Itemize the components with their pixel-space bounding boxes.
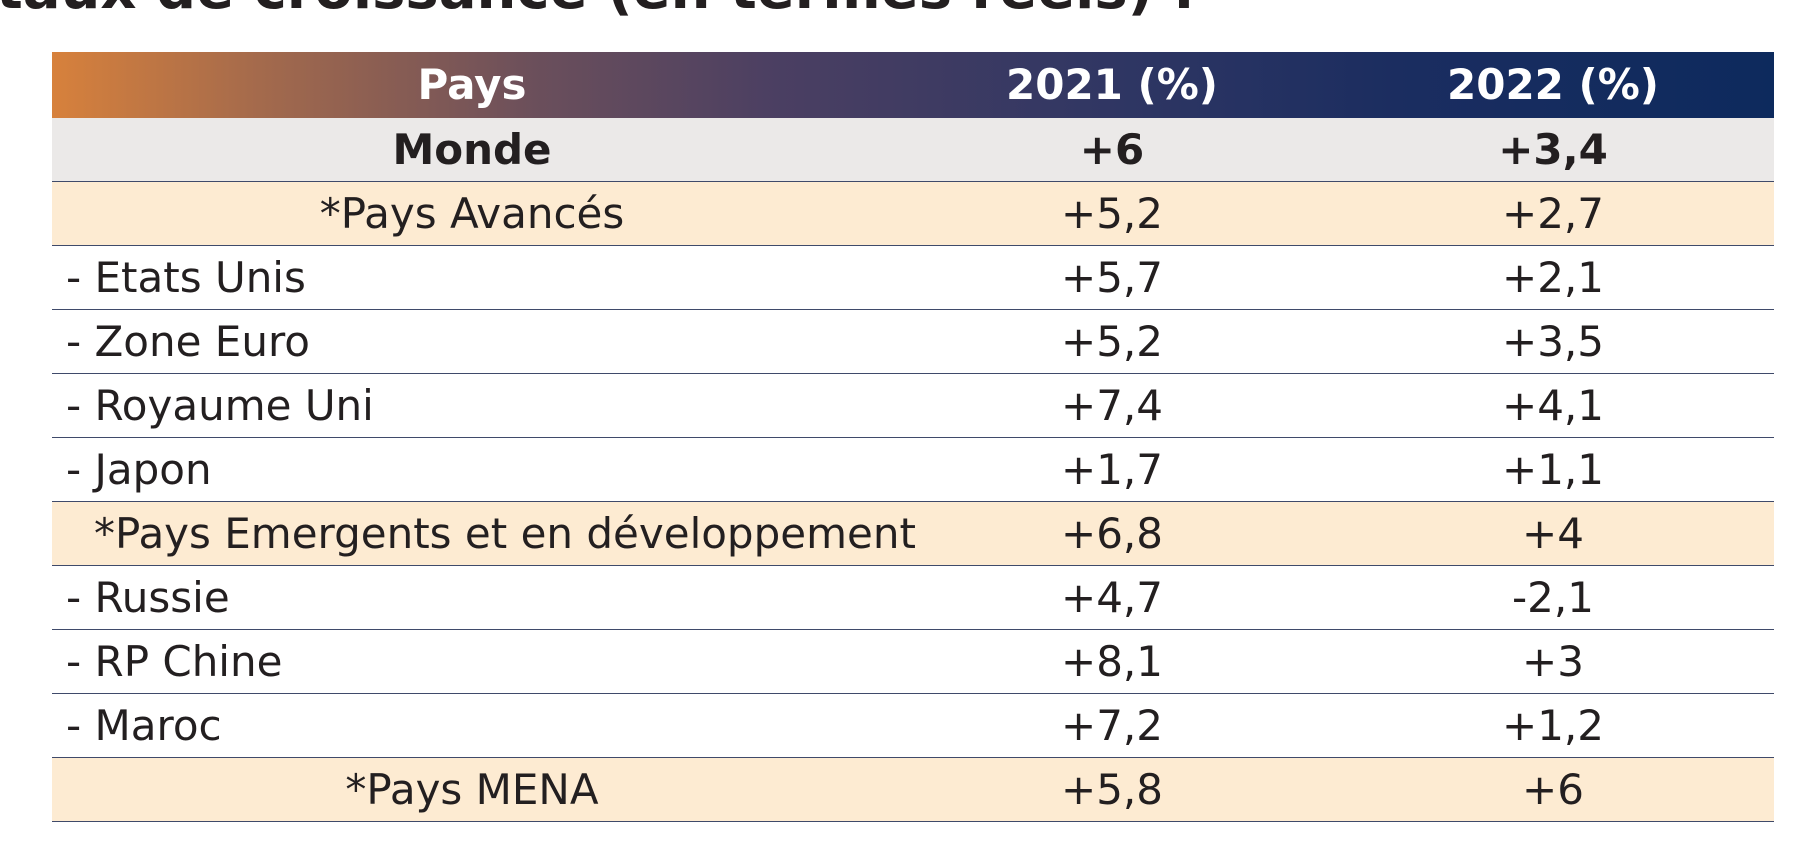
table-row-pays-avances: *Pays Avancés +5,2 +2,7: [52, 182, 1774, 246]
row-label: - RP Chine: [66, 636, 283, 686]
row-value-2021: +8,1: [1061, 636, 1163, 686]
row-value-2021: +5,8: [1061, 764, 1163, 814]
table-row: - Royaume Uni +7,4 +4,1: [52, 374, 1774, 438]
row-value-2022: -2,1: [1512, 572, 1594, 622]
row-value-2022: +1,2: [1502, 700, 1604, 750]
row-value-2021: +6,8: [1061, 508, 1163, 558]
row-value-2022: +3,4: [1498, 124, 1608, 174]
header-2021: 2021 (%): [1006, 60, 1218, 109]
row-value-2021: +5,2: [1061, 316, 1163, 366]
row-label: *Pays Emergents et en développement: [94, 508, 916, 558]
row-label: - Russie: [66, 572, 230, 622]
row-label: *Pays Avancés: [319, 188, 625, 238]
table-row: - Maroc +7,2 +1,2: [52, 694, 1774, 758]
row-value-2022: +3,5: [1502, 316, 1604, 366]
row-value-2022: +2,1: [1502, 252, 1604, 302]
header-pays: Pays: [417, 60, 527, 109]
table-row: - Etats Unis +5,7 +2,1: [52, 246, 1774, 310]
row-value-2021: +5,7: [1061, 252, 1163, 302]
header-2022: 2022 (%): [1447, 60, 1659, 109]
row-label: - Etats Unis: [66, 252, 306, 302]
cropped-title: taux de croissance (en termes réels) :: [0, 0, 1195, 20]
growth-table: Pays 2021 (%) 2022 (%) Monde +6 +3,4 *Pa…: [52, 52, 1774, 822]
table-row: - Japon +1,7 +1,1: [52, 438, 1774, 502]
table-row-pays-mena: *Pays MENA +5,8 +6: [52, 758, 1774, 822]
row-label: - Maroc: [66, 700, 222, 750]
table-row: - Russie +4,7 -2,1: [52, 566, 1774, 630]
row-value-2022: +4,1: [1502, 380, 1604, 430]
row-value-2021: +7,2: [1061, 700, 1163, 750]
row-label: Monde: [392, 124, 552, 174]
row-label: - Zone Euro: [66, 316, 310, 366]
row-label: - Royaume Uni: [66, 380, 374, 430]
table-row: - RP Chine +8,1 +3: [52, 630, 1774, 694]
row-value-2021: +5,2: [1061, 188, 1163, 238]
row-value-2022: +4: [1522, 508, 1584, 558]
row-value-2021: +7,4: [1061, 380, 1163, 430]
row-label: *Pays MENA: [345, 764, 599, 814]
row-label: - Japon: [66, 444, 212, 494]
table-header: Pays 2021 (%) 2022 (%): [52, 52, 1774, 118]
row-value-2021: +4,7: [1061, 572, 1163, 622]
row-value-2021: +6: [1079, 124, 1145, 174]
row-value-2022: +1,1: [1502, 444, 1604, 494]
row-value-2022: +6: [1522, 764, 1584, 814]
row-value-2021: +1,7: [1061, 444, 1163, 494]
row-value-2022: +2,7: [1502, 188, 1604, 238]
row-value-2022: +3: [1522, 636, 1584, 686]
table-row-monde: Monde +6 +3,4: [52, 118, 1774, 182]
table-row: - Zone Euro +5,2 +3,5: [52, 310, 1774, 374]
table-row-pays-emergents: *Pays Emergents et en développement +6,8…: [52, 502, 1774, 566]
